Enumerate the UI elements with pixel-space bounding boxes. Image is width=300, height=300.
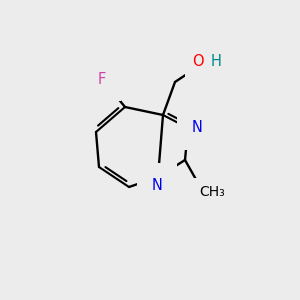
- Text: CH₃: CH₃: [199, 185, 225, 199]
- Text: N: N: [192, 121, 203, 136]
- Text: F: F: [98, 71, 106, 86]
- Text: O: O: [192, 55, 204, 70]
- Text: H: H: [211, 55, 222, 70]
- Text: N: N: [152, 178, 162, 193]
